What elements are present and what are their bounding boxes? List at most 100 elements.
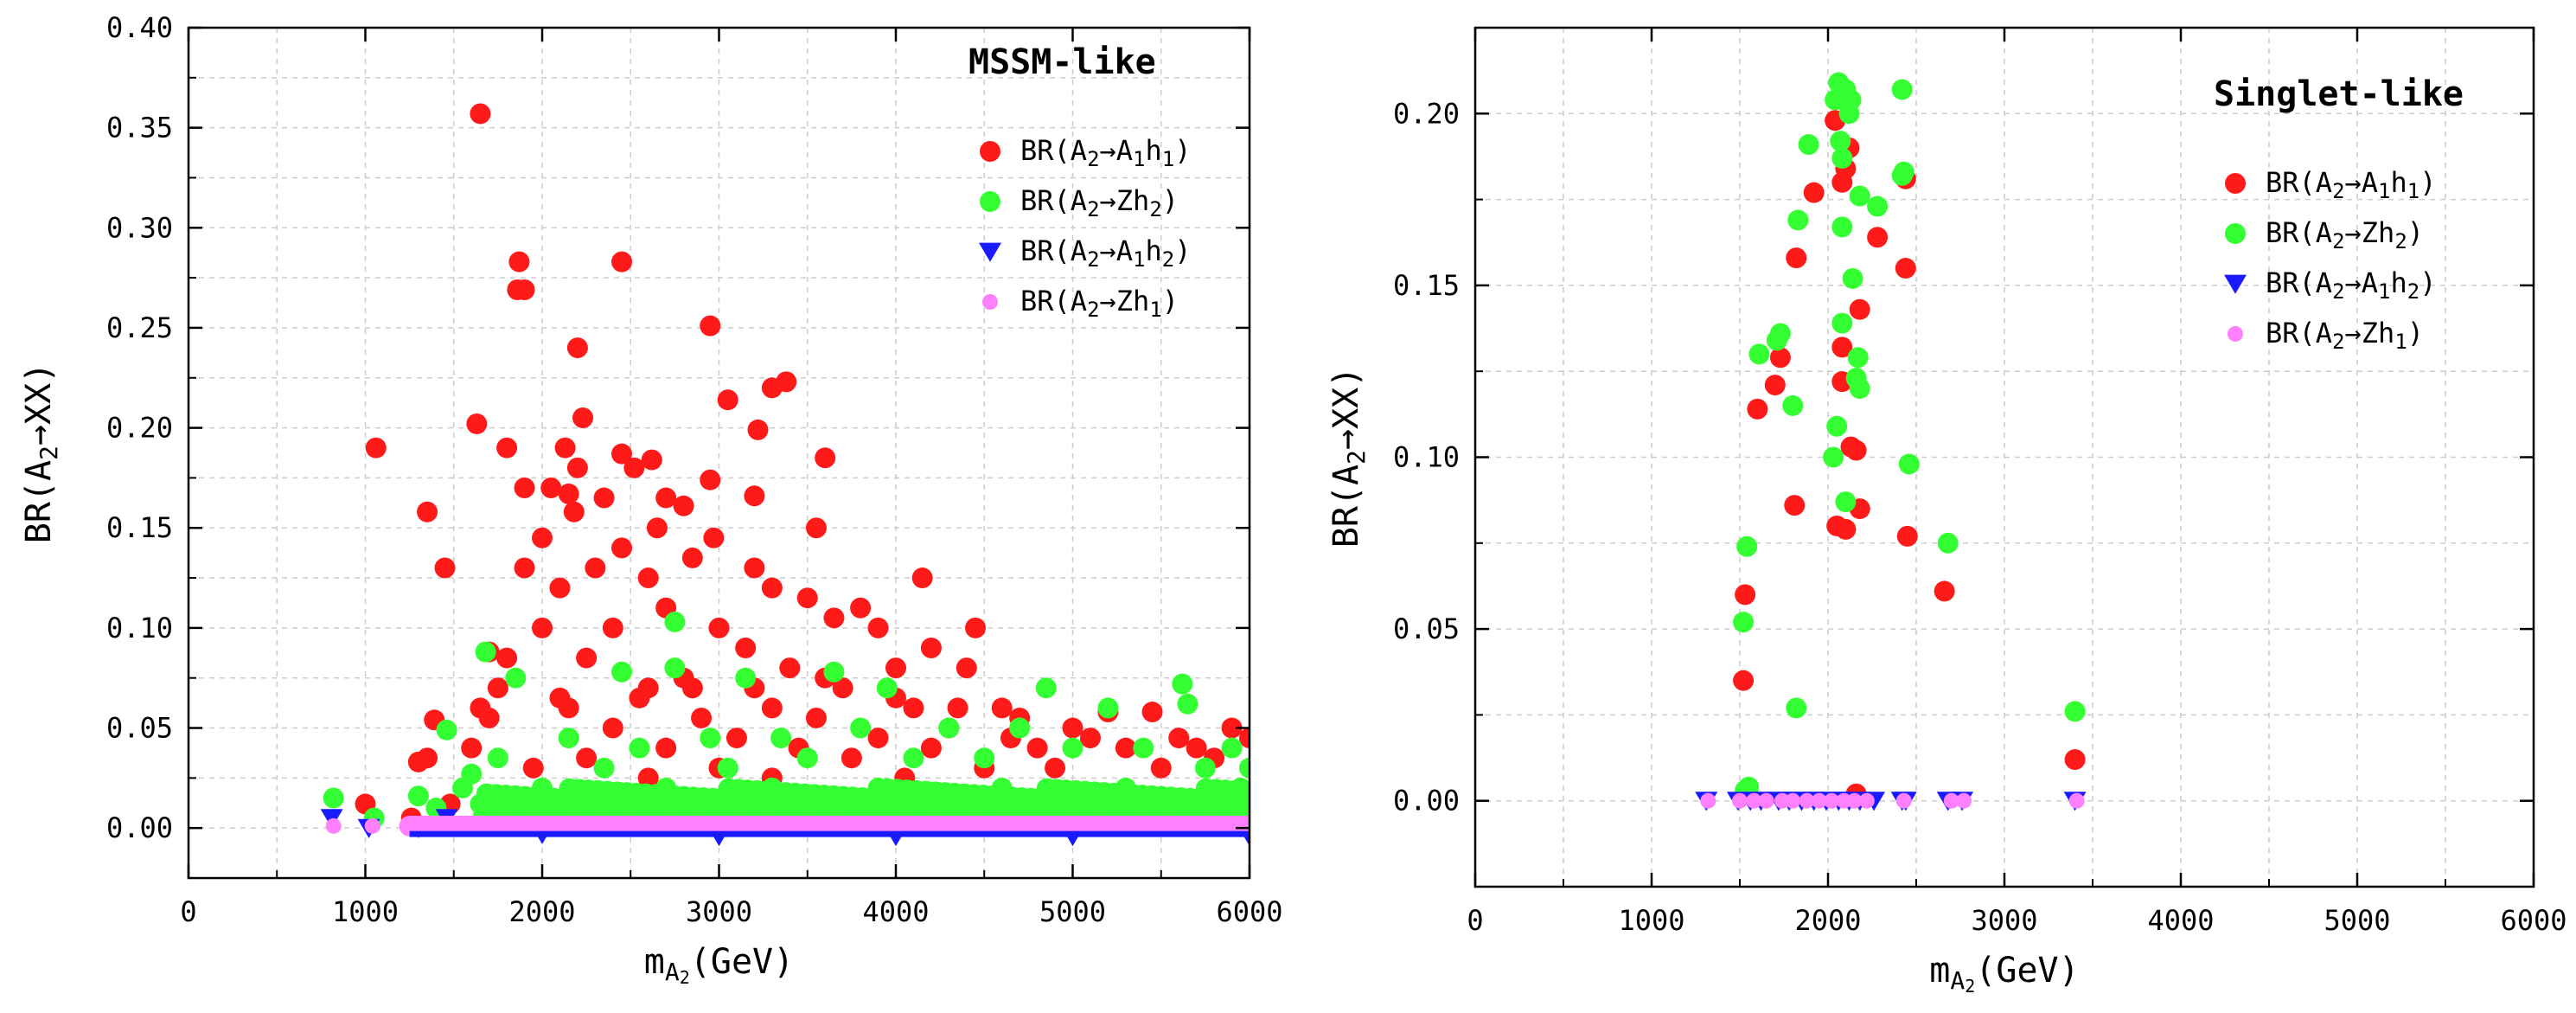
point-a1h1 xyxy=(1168,728,1190,749)
point-a1h1 xyxy=(779,657,801,679)
x-axis-label-part: (GeV) xyxy=(1975,951,2079,991)
point-a1h1 xyxy=(576,747,598,769)
point-a1h1 xyxy=(1733,670,1755,691)
point-a1h1 xyxy=(522,757,544,779)
legend-label-part: 2 xyxy=(2332,330,2344,354)
x-tick-label: 3000 xyxy=(1971,904,2037,937)
point-zh2 xyxy=(1787,209,1809,231)
point-a1h1 xyxy=(496,437,518,458)
point-zh2 xyxy=(1766,330,1787,351)
legend-label-part: 2 xyxy=(1087,247,1099,272)
legend-label-part: →Zh xyxy=(2345,317,2395,349)
point-zh2 xyxy=(1782,394,1804,416)
y-tick-label: 0.10 xyxy=(106,612,173,644)
point-a1h1 xyxy=(832,677,853,699)
x-tick-label: 2000 xyxy=(508,895,575,928)
legend-label-part: 1 xyxy=(1133,247,1145,272)
x-axis-label-part: A xyxy=(1950,966,1965,995)
point-zh1 xyxy=(1700,792,1716,809)
point-a1h1 xyxy=(1115,737,1136,759)
point-zh2 xyxy=(770,728,792,749)
legend-label-part: 1 xyxy=(1149,298,1161,322)
point-a1h1 xyxy=(1831,337,1853,358)
legend-label-part: BR(A xyxy=(1020,234,1087,267)
point-zh2 xyxy=(407,785,429,807)
point-zh2 xyxy=(735,667,757,689)
point-zh1 xyxy=(1895,792,1912,809)
point-a1h1 xyxy=(487,677,508,699)
x-tick-label: 6000 xyxy=(1216,895,1282,928)
panel-mssm-like: 0 1000 2000 3000 4000 5000 6000 0.00 0.05 0.10 0.1… xyxy=(19,11,1283,988)
legend-label-zh2: BR(A2→Zh2) xyxy=(2266,216,2424,253)
dense-band xyxy=(399,778,1250,837)
point-zh2 xyxy=(475,641,496,663)
x-tick-label: 1000 xyxy=(332,895,399,928)
legend-label-part: →A xyxy=(2345,266,2379,299)
legend-label-part: 2 xyxy=(2407,279,2419,304)
point-zh2 xyxy=(1009,717,1031,739)
point-a1h1 xyxy=(611,443,633,465)
y-axis-label-part: 2 xyxy=(35,446,63,460)
point-zh1 xyxy=(1746,792,1762,809)
point-a1h1 xyxy=(1835,518,1857,540)
a1h2-band xyxy=(409,830,1250,837)
point-a1h1 xyxy=(744,557,765,579)
point-a1h1 xyxy=(549,577,571,599)
point-a1h1 xyxy=(1186,737,1207,759)
point-zh1 xyxy=(1956,792,1972,809)
x-tick-label: 6000 xyxy=(2500,904,2566,937)
legend-marker-zh2 xyxy=(2225,223,2246,244)
legend-marker-a1h1 xyxy=(2225,173,2246,194)
legend-label-a1h2: BR(A2→A1h2) xyxy=(1020,234,1191,272)
point-a1h1 xyxy=(1895,258,1916,279)
point-a1h1 xyxy=(566,337,588,359)
point-a1h1 xyxy=(1831,171,1853,193)
point-a1h1 xyxy=(1896,525,1918,547)
point-a1h1 xyxy=(815,447,836,469)
point-zh1 xyxy=(1943,792,1959,809)
point-a1h1 xyxy=(956,657,977,679)
point-zh2 xyxy=(558,728,579,749)
legend-label-part: h xyxy=(2391,166,2407,199)
legend-label-part: →A xyxy=(1100,134,1134,167)
point-zh1 xyxy=(1824,792,1840,809)
point-a1h1 xyxy=(637,767,659,789)
x-axis-label: mA2(GeV) xyxy=(644,942,794,988)
point-a1h1 xyxy=(947,697,968,719)
point-a1h1 xyxy=(655,487,677,509)
point-a1h1 xyxy=(1845,439,1867,461)
legend-label-part: h xyxy=(2391,266,2407,299)
legend-label-part: BR(A xyxy=(2266,216,2332,249)
point-a1h1 xyxy=(554,437,576,458)
point-a1h1 xyxy=(796,587,818,609)
point-a1h1 xyxy=(700,315,721,337)
y-tick-label: 0.00 xyxy=(1393,785,1460,817)
legend-label-part: 2 xyxy=(1087,298,1099,322)
point-zh2 xyxy=(1748,343,1770,365)
legend-label-part: ) xyxy=(1162,184,1179,217)
point-a1h1 xyxy=(470,103,491,125)
point-a1h1 xyxy=(466,413,488,434)
legend-marker-a1h2 xyxy=(2224,274,2247,294)
legend-label-part: ) xyxy=(2407,216,2424,249)
point-a1h1 xyxy=(744,485,765,507)
point-a1h1 xyxy=(965,617,987,638)
point-a1h1 xyxy=(867,728,889,749)
point-a1h1 xyxy=(1786,247,1807,269)
point-a1h1 xyxy=(1764,375,1786,396)
point-zh2 xyxy=(323,787,344,809)
point-zh2 xyxy=(505,667,527,689)
legend-label-part: 1 xyxy=(1133,147,1145,171)
y-axis-label-part: BR(A xyxy=(1326,465,1366,548)
y-tick-label: 0.10 xyxy=(1393,441,1460,474)
legend-label-part: 1 xyxy=(2378,279,2390,304)
point-zh2 xyxy=(700,728,721,749)
point-a1h1 xyxy=(508,251,530,272)
point-zh2 xyxy=(1847,347,1869,369)
point-zh2 xyxy=(903,747,924,769)
x-axis-label: mA2(GeV) xyxy=(1929,951,2079,997)
point-a1h1 xyxy=(563,501,585,523)
point-a1h1 xyxy=(558,483,579,504)
point-zh2 xyxy=(1891,164,1913,186)
point-zh2 xyxy=(1194,757,1216,779)
